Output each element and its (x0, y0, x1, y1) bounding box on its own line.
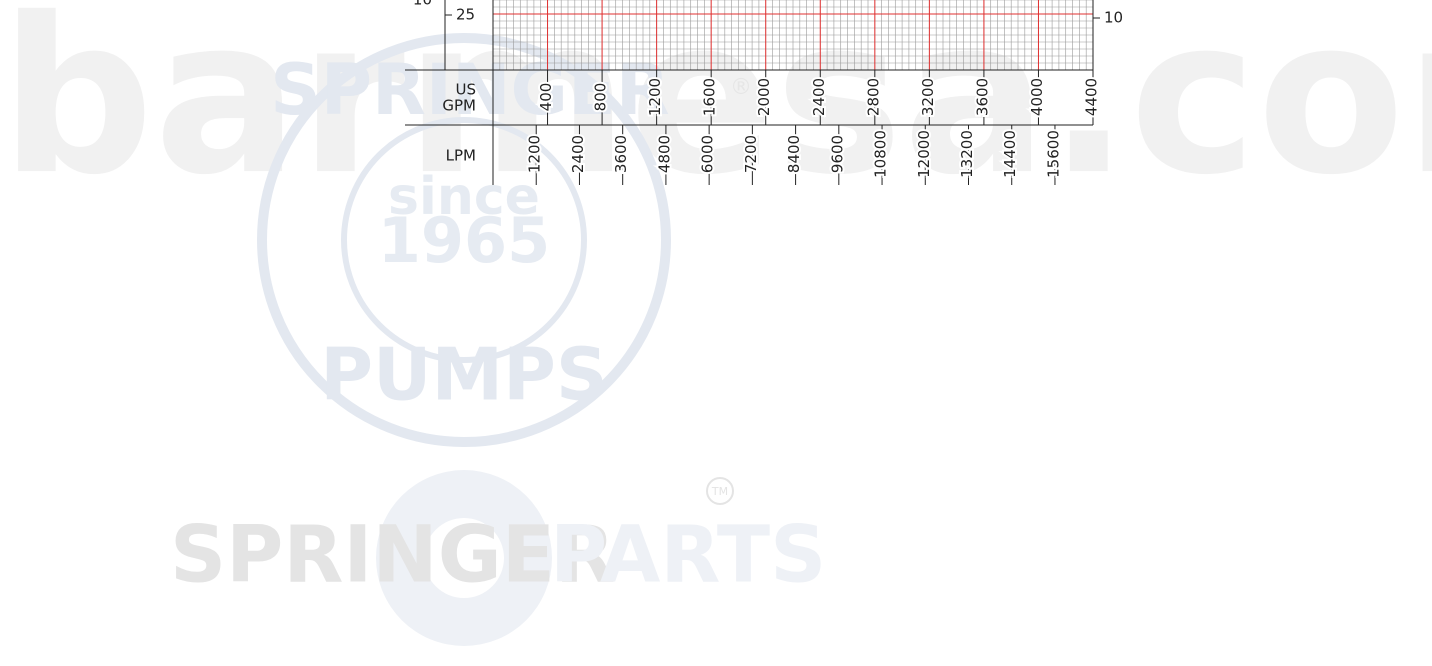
badge-year: 1965 (378, 204, 551, 277)
x2-tick-label: 9600 (828, 135, 846, 173)
left-outer-tick: 10 (413, 0, 432, 9)
left-inner-tick: 25 (456, 6, 475, 24)
x-tick-label: 3600 (973, 78, 991, 116)
x2-tick-label: 10800 (872, 130, 890, 178)
x2-tick-label: 8400 (785, 135, 803, 173)
x2-tick-label: 12000 (915, 130, 933, 178)
axes: US GPM LPM 10 25 10 400 800 1200 1600 2000 24… (405, 0, 1123, 185)
badge-ring (257, 33, 671, 447)
badge-bottom: PUMPS (320, 333, 608, 417)
tm: TM (711, 485, 728, 498)
x2-tick-label: 7200 (742, 135, 760, 173)
tm-ring (706, 477, 734, 505)
x-tick-label: 2800 (864, 78, 882, 116)
x2-tick-label: 3600 (612, 135, 630, 173)
x-tick-label: 4400 (1083, 78, 1101, 116)
x-tick-label: 3200 (919, 78, 937, 116)
grid (492, 0, 1094, 71)
site-watermark: barmesa.com (0, 0, 1432, 222)
x2-tick-label: 13200 (958, 130, 976, 178)
gpm-label-bottom: GPM (442, 97, 476, 115)
x-tick-label: 1600 (701, 78, 719, 116)
x-tick-label: 2000 (755, 78, 773, 116)
watermarks: barmesa.com SPRINGER since 1965 PUMPS ® … (0, 0, 1432, 646)
registered: ® (730, 75, 752, 100)
x-tick-label: 4000 (1028, 78, 1046, 116)
x2-tick-label: 6000 (699, 135, 717, 173)
x-tick-label: 2400 (810, 78, 828, 116)
parts-b: PARTS (550, 510, 826, 600)
gear-hole (424, 518, 504, 598)
gpm-label-top: US (455, 81, 476, 99)
x2-tick-label: 15600 (1044, 130, 1062, 178)
x-tick-label: 1200 (646, 78, 664, 116)
right-tick: 10 (1104, 9, 1123, 27)
x-tick-label: 800 (592, 83, 610, 112)
badge-inner (341, 117, 587, 363)
badge-since: since (388, 167, 540, 227)
parts-a: SPRINGER (170, 510, 615, 600)
lpm-label: LPM (446, 147, 476, 165)
x2-tick-label: 4800 (655, 135, 673, 173)
x2-tick-label: 2400 (569, 135, 587, 173)
x2-tick-label: 14400 (1001, 130, 1019, 178)
x2-tick-label: 1200 (526, 135, 544, 173)
x-tick-label: 400 (537, 83, 555, 112)
